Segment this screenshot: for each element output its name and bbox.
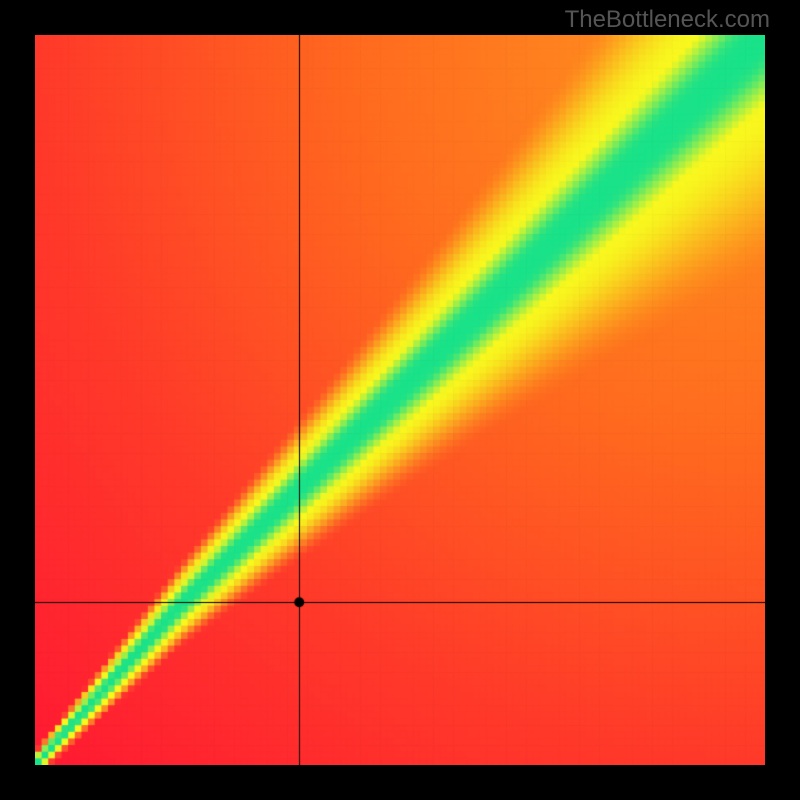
chart-container: TheBottleneck.com bbox=[0, 0, 800, 800]
watermark-text: TheBottleneck.com bbox=[565, 6, 770, 34]
bottleneck-heatmap bbox=[35, 35, 765, 765]
